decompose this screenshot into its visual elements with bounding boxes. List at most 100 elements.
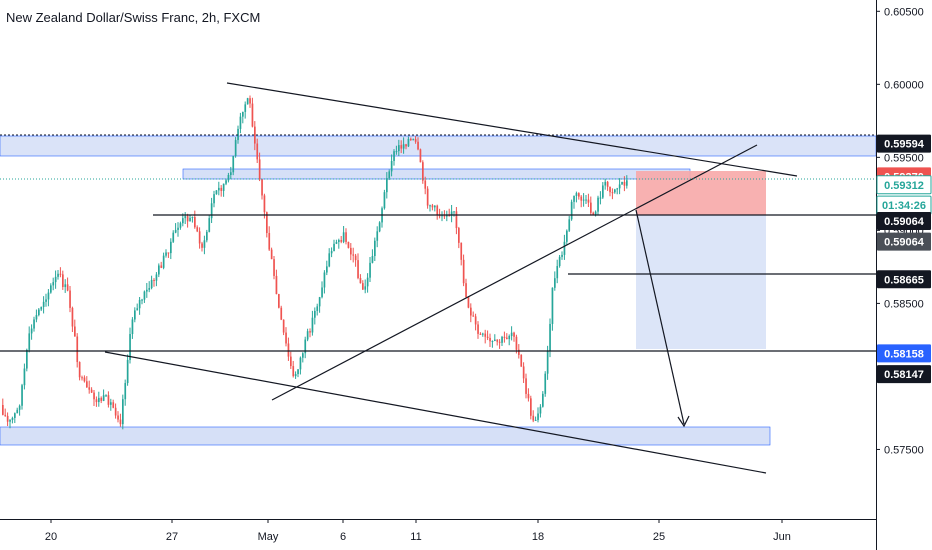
candle-body (102, 395, 105, 401)
time-tick-label: 18 (532, 531, 544, 543)
candle-body (21, 385, 23, 406)
candle-body (172, 232, 175, 242)
time-axis-bg (0, 519, 876, 550)
candle-body (479, 333, 482, 335)
time-tick-label: 11 (410, 531, 421, 543)
candle-body (198, 231, 201, 244)
candle-body (268, 233, 271, 250)
time-tick-label: 20 (45, 531, 57, 543)
candle-body (33, 319, 35, 329)
candle-body (179, 223, 182, 228)
candle-body (494, 339, 496, 342)
candle-body (374, 240, 376, 257)
candle-body (578, 193, 580, 197)
candle-body (306, 331, 309, 340)
candle-body (597, 197, 599, 212)
projection-arrow (635, 209, 685, 425)
candle-body (525, 378, 527, 394)
candle-body (489, 337, 491, 342)
candle-body (167, 252, 170, 254)
candle-body (477, 324, 479, 334)
candle-body (62, 274, 64, 288)
price-tag-label: 0.59594 (884, 139, 925, 151)
candle-body (592, 212, 595, 215)
candle-body (126, 359, 129, 384)
candle-body (602, 185, 604, 198)
candle-body (587, 199, 590, 203)
price-tag (877, 212, 931, 231)
candle-body (275, 275, 278, 295)
candle-body (30, 328, 33, 334)
candle-body (131, 319, 134, 335)
candle-body (563, 241, 566, 255)
candle-body (369, 262, 371, 278)
candle-body (522, 366, 525, 379)
candle-body (407, 138, 410, 147)
candle-body (160, 265, 163, 268)
candle-body (614, 189, 616, 193)
candle-body (26, 349, 28, 369)
candle-body (453, 211, 455, 213)
candle-body (455, 211, 458, 229)
candle-body (599, 197, 602, 199)
candle-body (383, 192, 386, 209)
candle-body (249, 98, 251, 104)
candle-body (618, 184, 621, 189)
candle-body (395, 151, 398, 153)
candle-body (146, 289, 148, 292)
candle-body (350, 247, 352, 255)
candle-body (302, 353, 304, 358)
candle-body (71, 307, 74, 327)
candle-body (508, 336, 511, 340)
candle-body (568, 219, 571, 231)
candle-body (294, 374, 297, 377)
candle-body (393, 151, 395, 161)
price-tick-label: 0.57500 (884, 444, 924, 456)
candle-body (285, 332, 287, 344)
candle-body (218, 187, 220, 191)
candle-body (35, 315, 38, 320)
candle-body (465, 283, 467, 298)
candle-body (551, 287, 554, 324)
candle-body (338, 240, 340, 243)
candle-body (213, 194, 215, 204)
candle-body (580, 196, 583, 201)
candle-body (74, 326, 76, 337)
candle-body (539, 406, 542, 414)
candle-body (203, 240, 206, 248)
candle-body (16, 409, 19, 414)
candle-body (242, 111, 244, 117)
candle-body (155, 274, 158, 281)
candle-body (52, 282, 55, 286)
candle-body (482, 333, 484, 335)
candle-body (158, 265, 160, 275)
resistance-zone (0, 135, 877, 157)
candle-body (546, 350, 549, 374)
candle-body (83, 377, 86, 382)
candle-body (422, 162, 424, 181)
price-tag (877, 134, 931, 153)
candle-body (206, 231, 208, 241)
candle-body (105, 395, 107, 397)
candle-body (287, 343, 290, 357)
chart-title: New Zealand Dollar/Swiss Franc, 2h, FXCM (6, 10, 261, 25)
time-tick-label: Jun (773, 531, 791, 543)
candle-body (88, 387, 91, 390)
candle-body (270, 249, 273, 260)
candle-body (354, 255, 357, 261)
candle-body (573, 195, 575, 202)
candle-body (378, 222, 381, 232)
candle-body (234, 140, 237, 156)
candle-body (410, 138, 412, 140)
candle-body (616, 188, 619, 190)
candle-body (9, 419, 11, 422)
price-tag-label: 0.59064 (884, 237, 925, 249)
time-axis[interactable]: 20 27 May 6 11 18 25 Jun (0, 519, 876, 550)
candle-body (184, 216, 187, 219)
candle-body (352, 254, 355, 256)
candle-body (503, 336, 506, 338)
candle-body (11, 417, 14, 420)
candle-body (174, 229, 177, 233)
candle-body (18, 405, 21, 410)
